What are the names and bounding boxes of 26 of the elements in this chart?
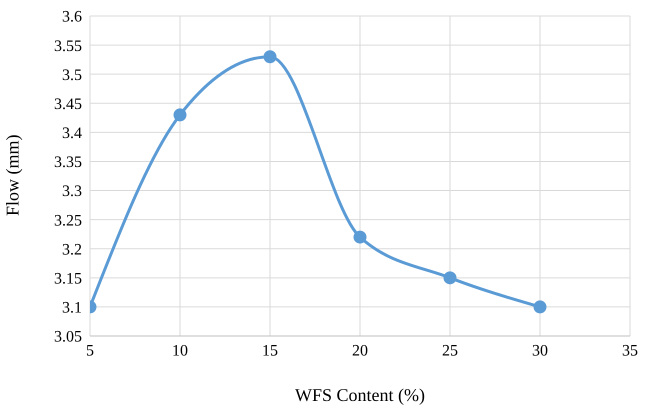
x-tick-label: 20 bbox=[352, 342, 368, 360]
point bbox=[354, 230, 366, 244]
y-tick-label: 3.35 bbox=[54, 154, 82, 172]
x-tick-label: 35 bbox=[622, 342, 638, 360]
y-tick-label: 3.1 bbox=[62, 300, 82, 317]
x-tick-label: 15 bbox=[262, 342, 278, 360]
x-tick-label: 10 bbox=[172, 342, 188, 360]
x-tick-label: 25 bbox=[442, 342, 458, 360]
point bbox=[444, 271, 456, 284]
x-tick-label: 5 bbox=[86, 342, 94, 360]
y-tick-label: 3.4 bbox=[62, 125, 82, 142]
point bbox=[174, 108, 186, 122]
y-tick-label: 3.25 bbox=[54, 212, 82, 230]
y-tick-label: 3.45 bbox=[54, 96, 82, 113]
y-tick-label: 3.05 bbox=[54, 328, 82, 346]
point bbox=[534, 300, 546, 314]
x-tick-label: 30 bbox=[532, 342, 548, 360]
x-axis-title: WFS Content (%) bbox=[295, 384, 425, 405]
y-tick-label: 3.15 bbox=[54, 270, 82, 288]
y-tick-label: 3.6 bbox=[62, 8, 82, 26]
y-tick-label: 3.2 bbox=[62, 241, 82, 258]
y-tick-label: 3.5 bbox=[62, 66, 82, 84]
y-axis-title: Flow (mm) bbox=[2, 134, 22, 216]
y-tick-label: 3.3 bbox=[62, 183, 82, 200]
y-tick-label: 3.55 bbox=[54, 38, 82, 55]
point bbox=[264, 50, 276, 64]
